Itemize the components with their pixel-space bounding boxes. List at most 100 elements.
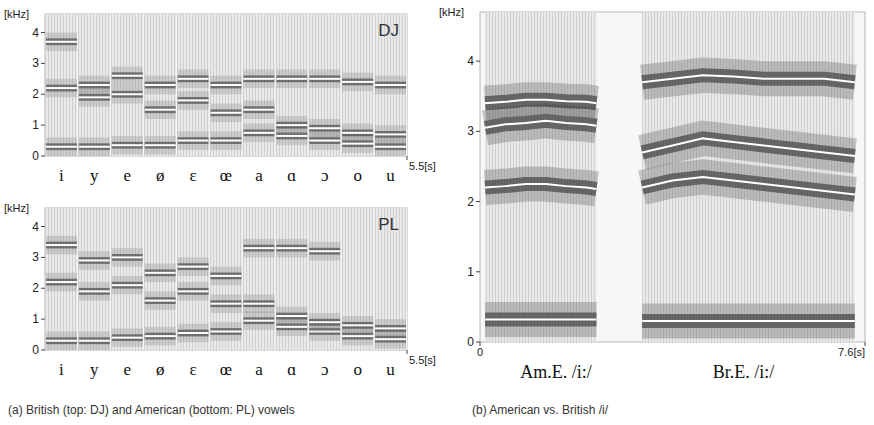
spectral-band — [211, 322, 242, 341]
vowel-label: o — [353, 166, 362, 185]
spectral-band — [145, 327, 176, 346]
spectral-band-core — [342, 129, 373, 136]
spectral-band — [276, 307, 307, 326]
spectral-band — [243, 239, 274, 258]
caption: (a) British (top: DJ) and American (bott… — [8, 403, 295, 417]
spectral-band-core — [342, 79, 373, 86]
spectral-band — [243, 70, 274, 89]
spectral-band-core — [309, 319, 340, 326]
vowel-label: ø — [156, 166, 165, 185]
plot-area — [485, 12, 855, 342]
spectral-band-core — [145, 297, 176, 304]
x-tick-label: 5.5[s] — [409, 160, 436, 172]
spectral-band-core — [145, 142, 176, 149]
spectral-band-core — [79, 288, 110, 295]
formant-track — [309, 127, 340, 129]
formant-track — [211, 140, 242, 142]
formant-track — [46, 87, 77, 89]
spectral-band — [46, 33, 77, 52]
spectral-band — [342, 316, 373, 335]
vowel-label: a — [255, 360, 263, 379]
formant-track — [276, 135, 307, 137]
spectral-band-core — [243, 75, 274, 82]
vowel-segment — [308, 14, 341, 156]
vowel-label: ɑ — [287, 166, 296, 185]
formant-track — [243, 109, 274, 111]
vowel-segment — [308, 208, 341, 350]
spectral-band-core — [276, 313, 307, 320]
formant-track — [211, 112, 242, 114]
spectral-band-core — [375, 143, 406, 150]
spectral-band-core — [243, 245, 274, 252]
formant-track — [79, 96, 110, 98]
spectral-band-core — [46, 279, 77, 286]
plot-area — [45, 208, 407, 350]
formant-track — [342, 335, 373, 337]
formant-track — [211, 84, 242, 86]
spectral-band — [211, 267, 242, 286]
spectral-band — [112, 328, 143, 347]
formant-track — [79, 290, 110, 292]
y-axis-title: [kHz] — [439, 6, 464, 18]
formant-track — [145, 109, 176, 111]
spectral-band-core — [145, 82, 176, 89]
y-tick-label: 3 — [32, 56, 39, 70]
vowel-label: ɑ — [287, 360, 296, 379]
spectral-band — [375, 125, 406, 144]
vowel-segment — [341, 208, 374, 350]
spectral-band — [79, 282, 110, 301]
vowel-label: u — [386, 166, 395, 185]
spectral-band — [485, 177, 855, 195]
spectral-band — [243, 294, 274, 313]
formant-track — [46, 281, 77, 283]
spectral-band — [46, 236, 77, 255]
formant-track — [145, 335, 176, 337]
formant-track — [211, 330, 242, 332]
spectral-band-core — [211, 273, 242, 280]
y-axis-title: [kHz] — [4, 202, 29, 214]
vowel-label: e — [123, 166, 131, 185]
spectral-band — [309, 313, 340, 332]
formant-track — [342, 81, 373, 83]
vowel-label: i — [59, 360, 64, 379]
formant-track — [46, 244, 77, 246]
formant-track — [178, 78, 209, 80]
spectral-band — [46, 331, 77, 350]
y-tick — [41, 94, 45, 95]
spectral-band — [178, 324, 209, 343]
formant-track — [112, 93, 143, 95]
spectral-band — [79, 331, 110, 350]
spectral-band — [46, 273, 77, 292]
spectral-band-core — [79, 337, 110, 344]
vowel-segment — [275, 208, 308, 350]
plot-area — [45, 14, 407, 156]
spectral-band-core — [79, 143, 110, 150]
spectral-band — [375, 319, 406, 338]
vowel-segment — [144, 208, 177, 350]
spectral-band-core — [375, 325, 406, 332]
formant-track — [178, 140, 209, 142]
spectral-band-core — [178, 75, 209, 82]
spectral-band — [485, 320, 855, 321]
vowel-segment — [45, 14, 78, 156]
y-axis-title: [kHz] — [4, 8, 29, 20]
spectral-band-core — [145, 106, 176, 113]
y-tick — [476, 131, 480, 132]
vowel-label: ɛ — [190, 166, 197, 185]
spectral-band — [145, 100, 176, 119]
spectral-band-core — [145, 333, 176, 340]
caption: (b) American vs. British /i/ — [472, 403, 609, 417]
y-tick-label: 0 — [467, 335, 474, 349]
spectral-band-core — [309, 248, 340, 255]
vowel-segment — [177, 14, 210, 156]
y-tick-label: 1 — [32, 312, 39, 326]
spectral-band-core — [79, 94, 110, 101]
spectral-band-core — [178, 330, 209, 337]
spectral-band — [145, 136, 176, 155]
vowel-label: y — [90, 166, 99, 185]
formant-track — [485, 75, 855, 103]
spectral-band-core — [211, 137, 242, 144]
formant-track — [309, 250, 340, 252]
vowel-segment — [45, 208, 78, 350]
formant-track — [375, 338, 406, 340]
